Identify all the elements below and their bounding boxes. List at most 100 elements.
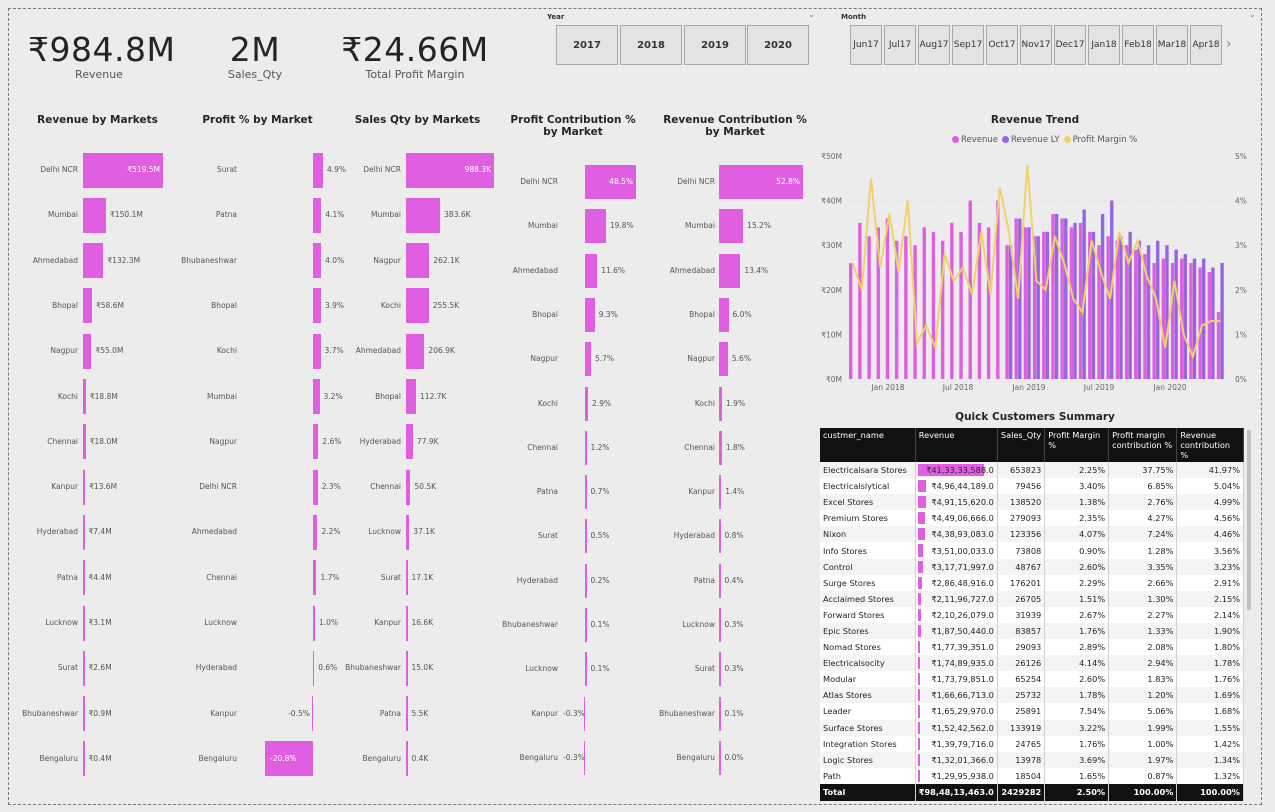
bar[interactable] xyxy=(585,209,606,244)
table-row[interactable]: Leader ₹1,65,29,970.0 25891 7.54% 5.06% 1.68% xyxy=(820,703,1244,720)
table-row[interactable]: Path ₹1,29,95,938.0 18504 1.65% 0.87% 1.32% xyxy=(820,767,1244,784)
month-option[interactable]: Feb 18 xyxy=(1122,25,1154,65)
bar[interactable] xyxy=(83,197,107,233)
table-row[interactable]: Premium Stores ₹4,49,06,666.0 279093 2.35% 4… xyxy=(820,510,1244,527)
bar[interactable] xyxy=(406,152,494,188)
bar[interactable] xyxy=(83,560,85,596)
bar[interactable] xyxy=(719,519,721,554)
bar[interactable] xyxy=(585,165,636,199)
table-row[interactable]: Atlas Stores ₹1,66,66,713.0 25732 1.78% 1.20… xyxy=(820,687,1244,704)
bar[interactable] xyxy=(83,650,85,686)
month-option[interactable]: Apr 18 xyxy=(1190,25,1222,65)
bar[interactable] xyxy=(584,696,585,731)
bar[interactable] xyxy=(406,288,429,324)
bar[interactable] xyxy=(585,608,587,642)
bar[interactable] xyxy=(313,469,318,505)
table-row[interactable]: Integration Stores ₹1,39,79,716.0 24765 1.7… xyxy=(820,735,1244,752)
bar[interactable] xyxy=(584,740,585,775)
bar[interactable] xyxy=(585,386,589,421)
year-option-2017[interactable]: 2017 xyxy=(556,25,618,65)
bar[interactable] xyxy=(585,475,587,510)
bar[interactable] xyxy=(83,469,86,505)
table-row[interactable]: Forward Stores ₹2,10,26,079.0 31939 2.67% 2.… xyxy=(820,606,1244,623)
table-row[interactable]: Modular ₹1,73,79,851.0 65254 2.60% 1.83% 1.76… xyxy=(820,671,1244,688)
bar[interactable] xyxy=(719,165,803,199)
bar[interactable] xyxy=(406,741,408,777)
month-option[interactable]: Oct 17 xyxy=(986,25,1018,65)
bar[interactable] xyxy=(83,288,93,324)
month-option[interactable]: Dec 17 xyxy=(1054,25,1086,65)
bar[interactable] xyxy=(83,514,85,550)
bar[interactable] xyxy=(406,560,408,596)
bar[interactable] xyxy=(313,197,322,233)
bar[interactable] xyxy=(719,696,721,731)
chevron-down-icon[interactable]: ⌄ xyxy=(1249,10,1256,19)
table-scrollbar[interactable] xyxy=(1247,430,1251,610)
bar[interactable] xyxy=(585,430,587,465)
bar[interactable] xyxy=(406,333,425,369)
table-column-header[interactable]: Profit Margin % xyxy=(1044,428,1110,462)
bar[interactable] xyxy=(406,243,430,279)
bar[interactable] xyxy=(83,379,86,414)
bar[interactable] xyxy=(406,379,417,414)
bar[interactable] xyxy=(311,696,313,732)
bar[interactable] xyxy=(313,288,321,324)
month-option[interactable]: Aug 17 xyxy=(918,25,950,65)
table-row[interactable]: Control ₹3,17,71,997.0 48767 2.60% 3.35% 3.23… xyxy=(820,558,1244,575)
table-column-header[interactable]: Revenue contribution % xyxy=(1176,428,1244,462)
bar[interactable] xyxy=(83,243,104,279)
bar[interactable] xyxy=(313,152,323,188)
table-row[interactable]: Excel Stores ₹4,91,15,620.0 138520 1.38% 2.7… xyxy=(820,494,1244,511)
table-column-header[interactable]: Sales_Qty xyxy=(997,428,1046,462)
month-option[interactable]: Jun 17 xyxy=(850,25,882,65)
bar[interactable] xyxy=(719,297,729,332)
table-row[interactable]: Acclaimed Stores ₹2,11,96,727.0 26705 1.51%… xyxy=(820,590,1244,607)
table-row[interactable]: Nixon ₹4,38,93,083.0 123356 4.07% 7.24% 4.46% xyxy=(820,526,1244,543)
bar[interactable] xyxy=(83,424,86,460)
bar[interactable] xyxy=(585,253,598,288)
chevron-right-icon[interactable]: › xyxy=(1226,36,1232,52)
year-option-2020[interactable]: 2020 xyxy=(747,25,809,65)
bar[interactable] xyxy=(313,333,321,369)
bar[interactable] xyxy=(83,696,85,732)
table-row[interactable]: Epic Stores ₹1,87,50,440.0 83857 1.76% 1.33%… xyxy=(820,622,1244,640)
bar[interactable] xyxy=(406,650,408,686)
bar[interactable] xyxy=(719,253,741,288)
bar[interactable] xyxy=(719,386,723,421)
table-column-header[interactable]: custmer_name xyxy=(820,428,916,462)
bar[interactable] xyxy=(719,740,721,775)
bar[interactable] xyxy=(585,519,587,554)
bar[interactable] xyxy=(265,741,313,777)
bar[interactable] xyxy=(719,608,721,642)
bar[interactable] xyxy=(313,514,318,550)
table-row[interactable]: Nomad Stores ₹1,77,39,351.0 29093 2.89% 2.08… xyxy=(820,639,1244,656)
bar[interactable] xyxy=(719,563,721,598)
month-option[interactable]: Mar 18 xyxy=(1156,25,1188,65)
bar[interactable] xyxy=(585,297,595,332)
bar[interactable] xyxy=(719,475,722,510)
chevron-down-icon[interactable]: ⌄ xyxy=(808,10,815,19)
table-row[interactable]: Surge Stores ₹2,86,48,916.0 176201 2.29% 2.6… xyxy=(820,574,1244,591)
year-option-2018[interactable]: 2018 xyxy=(620,25,682,65)
bar[interactable] xyxy=(313,243,322,279)
bar[interactable] xyxy=(406,605,408,641)
bar[interactable] xyxy=(406,469,411,505)
bar[interactable] xyxy=(585,342,591,377)
bar[interactable] xyxy=(313,560,317,596)
bar[interactable] xyxy=(313,379,320,414)
table-column-header[interactable]: Revenue xyxy=(915,428,998,462)
month-option[interactable]: Jan 18 xyxy=(1088,25,1120,65)
table-row[interactable]: Surface Stores ₹1,52,42,562.0 133919 3.22% 1… xyxy=(820,719,1244,736)
bar[interactable] xyxy=(719,652,721,687)
bar[interactable] xyxy=(83,333,92,369)
bar[interactable] xyxy=(719,430,722,465)
month-option[interactable]: Nov 17 xyxy=(1020,25,1052,65)
bar[interactable] xyxy=(406,514,410,550)
month-option[interactable]: Jul 17 xyxy=(884,25,916,65)
table-column-header[interactable]: Profit margin contribution % xyxy=(1108,428,1178,462)
bar[interactable] xyxy=(585,652,587,687)
bar[interactable] xyxy=(406,197,441,233)
bar[interactable] xyxy=(313,605,316,641)
bar[interactable] xyxy=(83,741,85,777)
bar[interactable] xyxy=(313,424,319,460)
